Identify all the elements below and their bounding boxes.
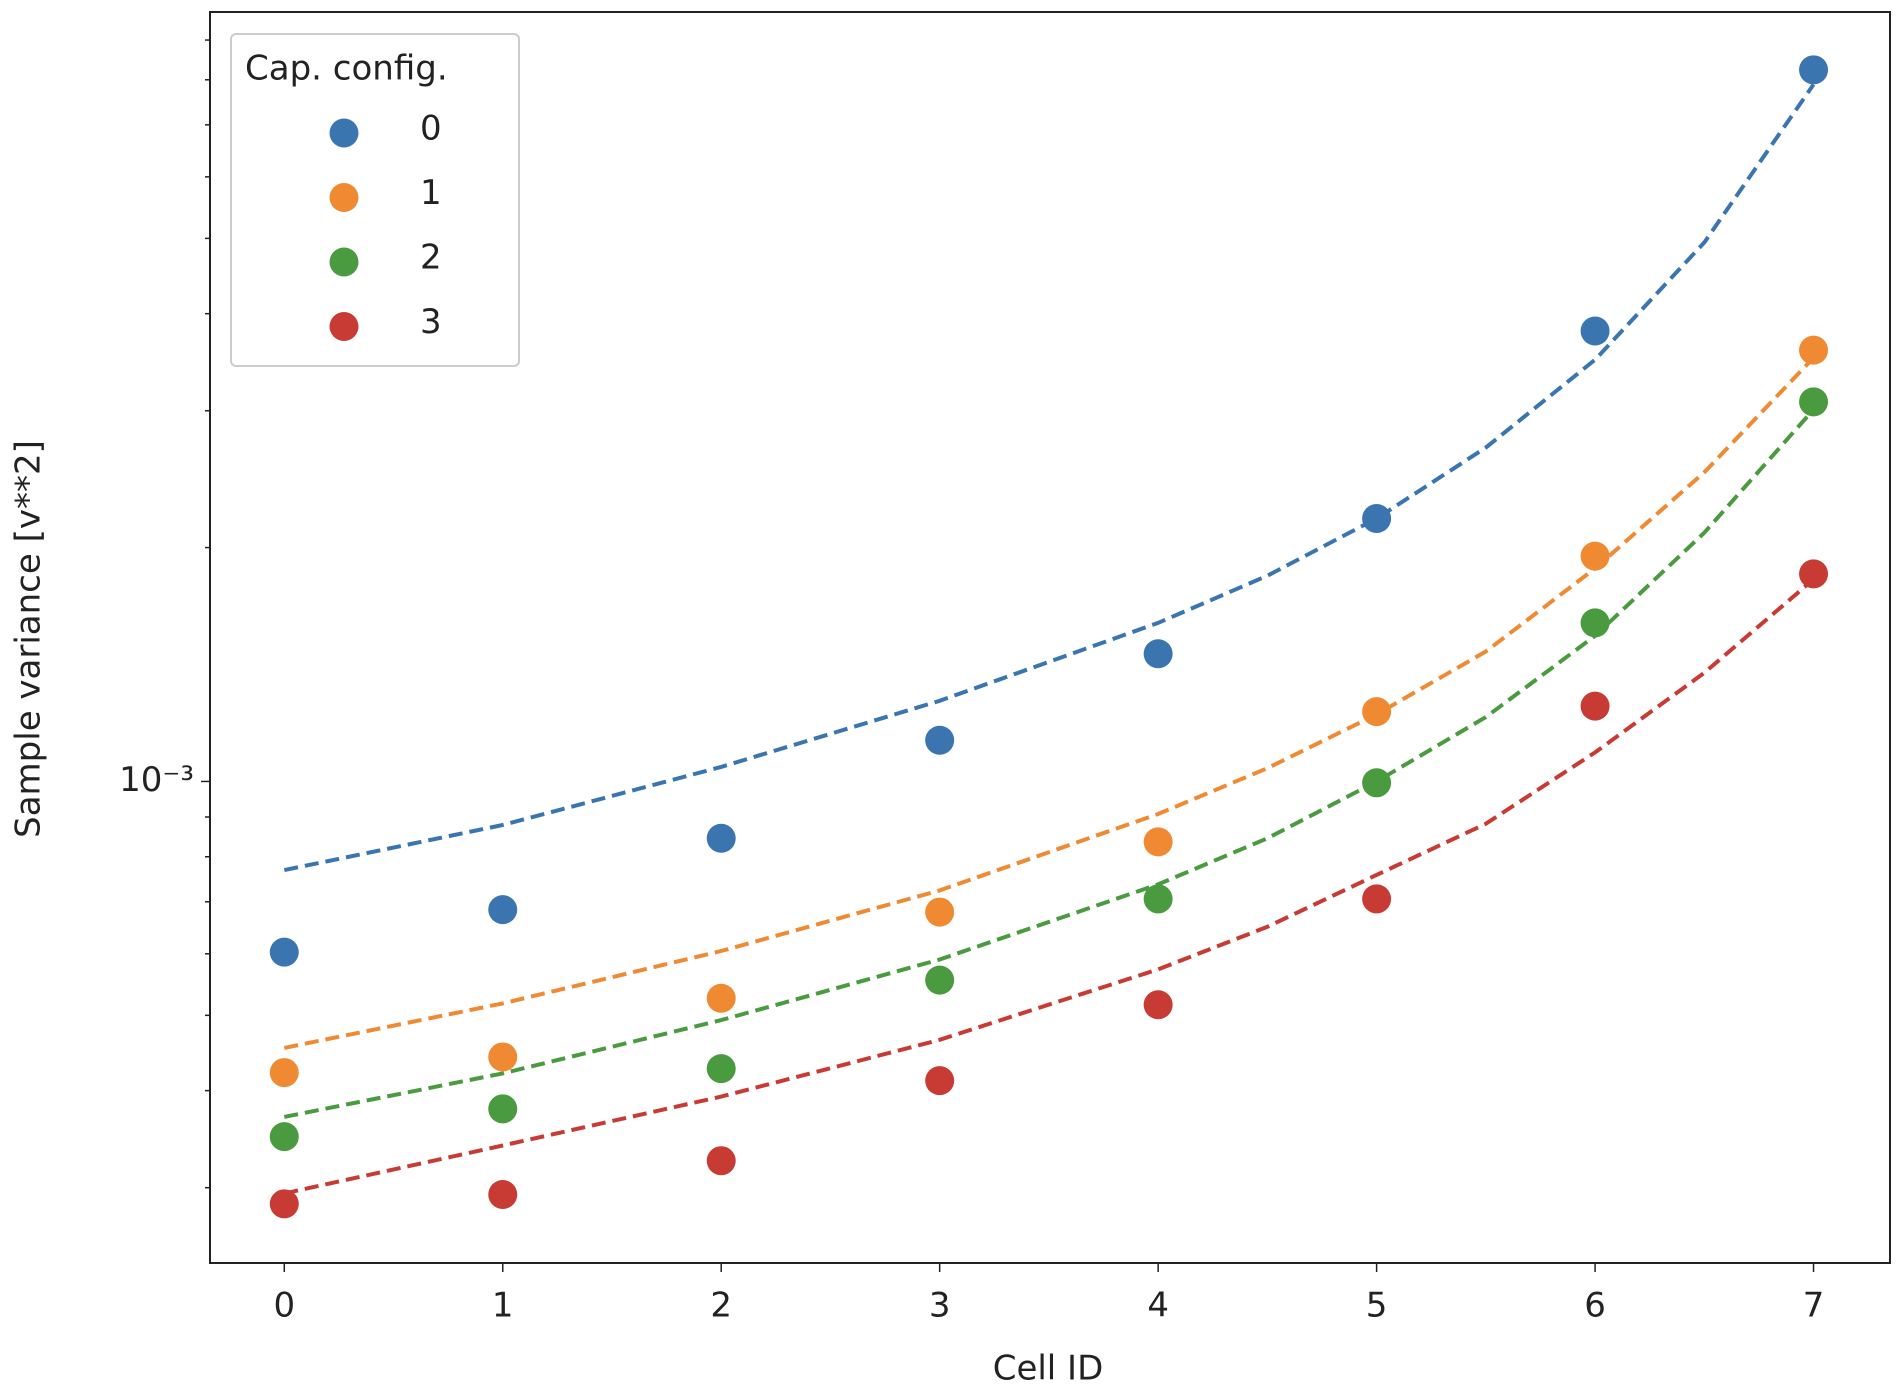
point — [1580, 541, 1610, 571]
point — [1580, 316, 1610, 346]
point — [1799, 387, 1829, 417]
y-tick-label: 10⁻³ — [119, 760, 194, 800]
legend-label: 0 — [420, 109, 442, 149]
fit-line — [283, 356, 1815, 1050]
point — [706, 983, 736, 1013]
point — [1362, 768, 1392, 798]
x-tick-label: 1 — [492, 1286, 514, 1326]
point — [925, 897, 955, 927]
legend-marker — [329, 118, 359, 148]
fit-line — [283, 83, 1816, 873]
legend-marker — [329, 183, 359, 212]
point — [488, 895, 518, 925]
point — [1143, 884, 1173, 914]
point — [706, 823, 736, 853]
point — [1799, 335, 1829, 365]
point — [1362, 503, 1392, 533]
point — [269, 937, 299, 967]
point — [269, 1189, 299, 1219]
point — [1143, 990, 1173, 1020]
point — [925, 725, 955, 755]
legend-marker — [329, 312, 359, 341]
x-tick-label: 2 — [710, 1286, 732, 1326]
point — [1143, 827, 1173, 857]
point — [488, 1094, 518, 1124]
y-axis-label: Sample variance [v**2] — [9, 440, 49, 838]
legend-title: Cap. config. — [245, 49, 448, 89]
x-tick-label: 7 — [1803, 1286, 1825, 1326]
legend-marker — [329, 247, 359, 277]
point — [1362, 697, 1392, 727]
point — [925, 965, 955, 995]
plot-frame — [209, 11, 1891, 1264]
x-tick-label: 5 — [1366, 1286, 1388, 1326]
x-axis-label: Cell ID — [993, 1349, 1104, 1389]
x-tick-label: 6 — [1584, 1286, 1606, 1326]
legend-label: 3 — [420, 302, 442, 342]
point — [488, 1180, 518, 1210]
point — [925, 1066, 955, 1096]
point — [488, 1042, 518, 1072]
point — [706, 1054, 736, 1084]
point — [1143, 639, 1173, 669]
legend-box — [230, 33, 520, 367]
legend-label: 1 — [420, 173, 442, 213]
point — [706, 1146, 736, 1176]
x-tick-label: 3 — [929, 1286, 951, 1326]
legend-label: 2 — [420, 238, 442, 278]
point — [1362, 884, 1392, 914]
point — [269, 1122, 299, 1152]
point — [1580, 691, 1610, 721]
x-tick-label: 0 — [273, 1286, 295, 1326]
point — [1799, 559, 1829, 589]
x-tick-label: 4 — [1147, 1286, 1169, 1326]
point — [1580, 608, 1610, 638]
fit-line — [283, 408, 1815, 1119]
point — [1799, 55, 1829, 85]
point — [269, 1058, 299, 1088]
fit-line — [283, 577, 1815, 1196]
